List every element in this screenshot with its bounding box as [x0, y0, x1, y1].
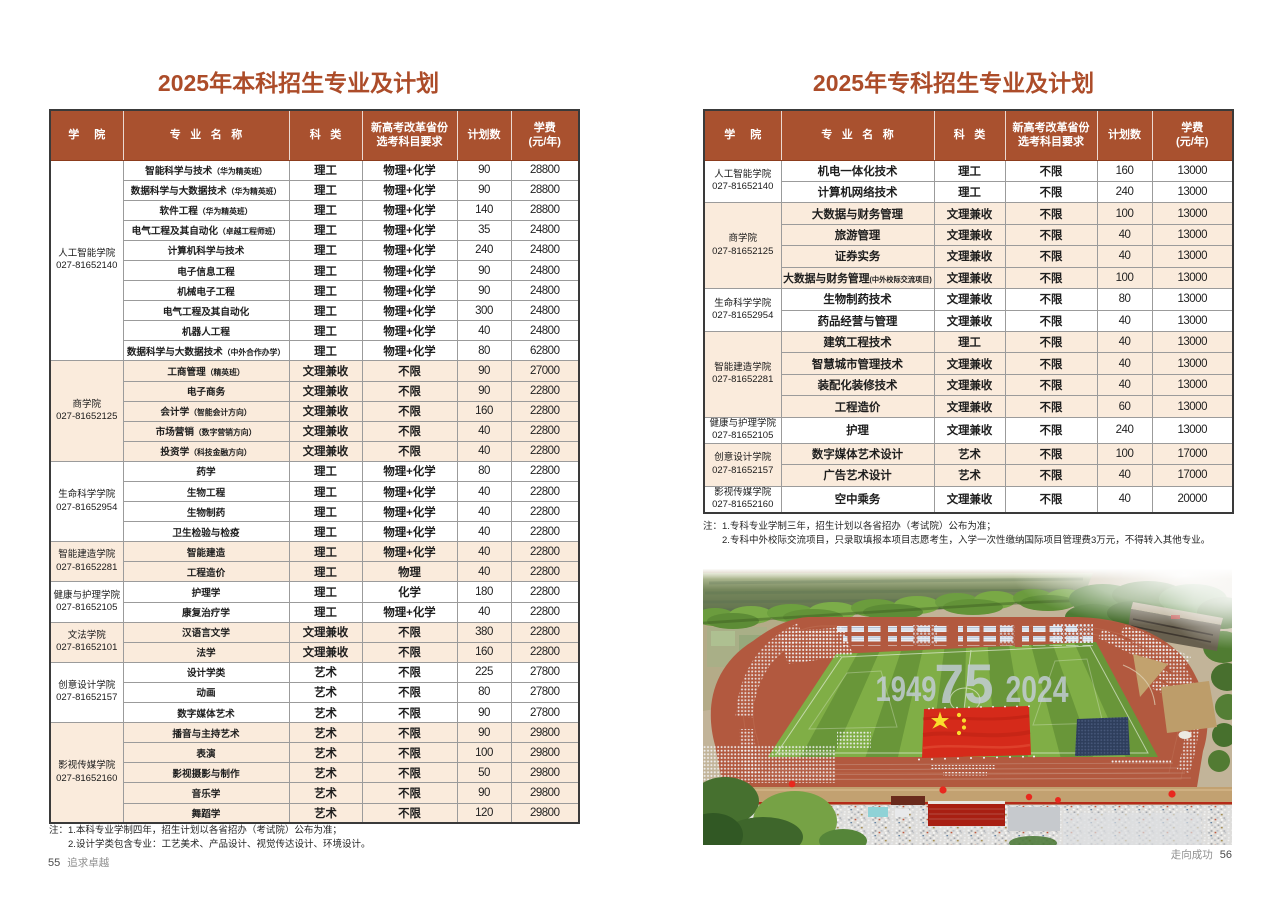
- svg-text:1949: 1949: [876, 670, 937, 709]
- svg-text:2024: 2024: [1006, 669, 1069, 710]
- svg-text:75: 75: [935, 652, 994, 715]
